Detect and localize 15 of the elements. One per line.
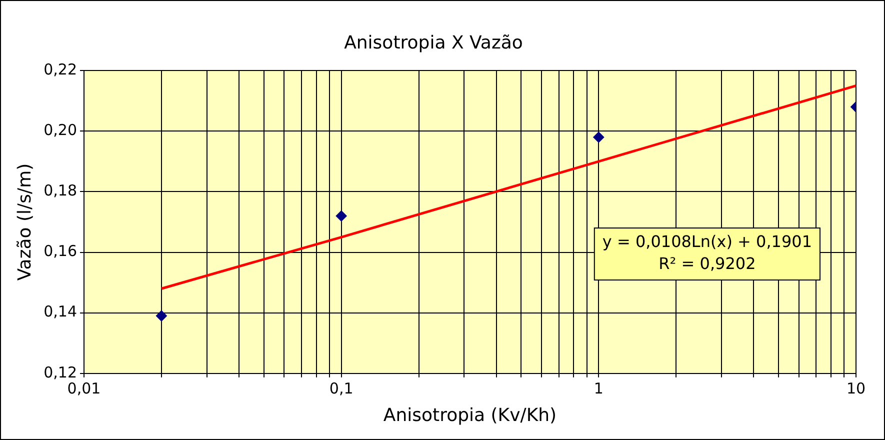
y-tick-label: 0,16 — [44, 242, 77, 260]
annotation: R² = 0,9202 — [658, 254, 756, 274]
y-tick-label: 0,18 — [44, 182, 77, 200]
y-axis-title: Vazão (l/s/m) — [14, 163, 36, 281]
annotation: y = 0,0108Ln(x) + 0,1901 — [602, 232, 812, 252]
y-tick-label: 0,14 — [44, 302, 77, 321]
x-tick-label: 10 — [846, 379, 866, 398]
y-tick-label: 0,20 — [44, 121, 77, 140]
chart-title: Anisotropia X Vazão — [344, 32, 523, 54]
x-tick-label: 0,1 — [329, 379, 354, 398]
x-axis-title: Anisotropia (Kv/Kh) — [383, 404, 557, 426]
x-tick-label: 1 — [594, 379, 604, 398]
y-tick-label: 0,22 — [44, 60, 77, 78]
y-tick-label: 0,12 — [44, 363, 77, 382]
x-tick-label: 0,01 — [67, 379, 101, 398]
